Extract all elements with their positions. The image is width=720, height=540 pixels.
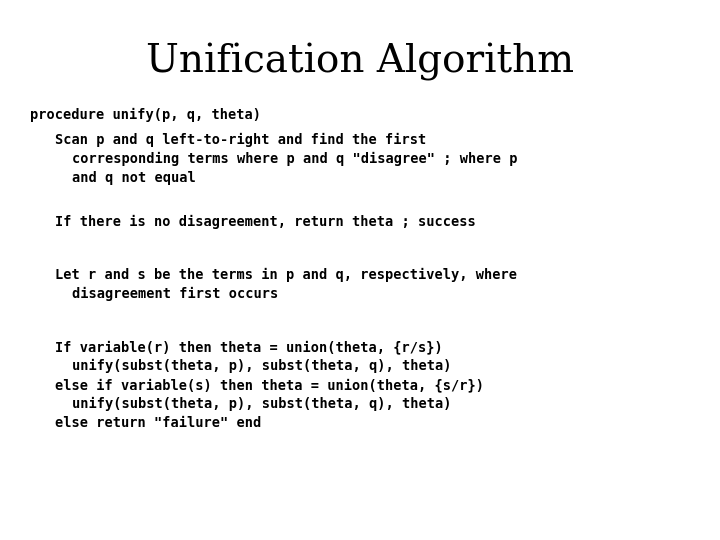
- Text: Let r and s be the terms in p and q, respectively, where: Let r and s be the terms in p and q, res…: [55, 268, 517, 282]
- Text: Unification Algorithm: Unification Algorithm: [146, 43, 574, 81]
- Text: disagreement first occurs: disagreement first occurs: [72, 287, 278, 301]
- Text: else if variable(s) then theta = union(theta, {s/r}): else if variable(s) then theta = union(t…: [55, 378, 484, 392]
- Text: unify(subst(theta, p), subst(theta, q), theta): unify(subst(theta, p), subst(theta, q), …: [72, 359, 451, 373]
- Text: unify(subst(theta, p), subst(theta, q), theta): unify(subst(theta, p), subst(theta, q), …: [72, 397, 451, 411]
- Text: If there is no disagreement, return theta ; success: If there is no disagreement, return thet…: [55, 215, 476, 229]
- Text: If variable(r) then theta = union(theta, {r/s}): If variable(r) then theta = union(theta,…: [55, 340, 443, 354]
- Text: Scan p and q left-to-right and find the first: Scan p and q left-to-right and find the …: [55, 133, 426, 147]
- Text: and q not equal: and q not equal: [72, 171, 196, 185]
- Text: corresponding terms where p and q "disagree" ; where p: corresponding terms where p and q "disag…: [72, 152, 518, 166]
- Text: else return "failure" end: else return "failure" end: [55, 416, 261, 430]
- Text: procedure unify(p, q, theta): procedure unify(p, q, theta): [30, 108, 261, 122]
